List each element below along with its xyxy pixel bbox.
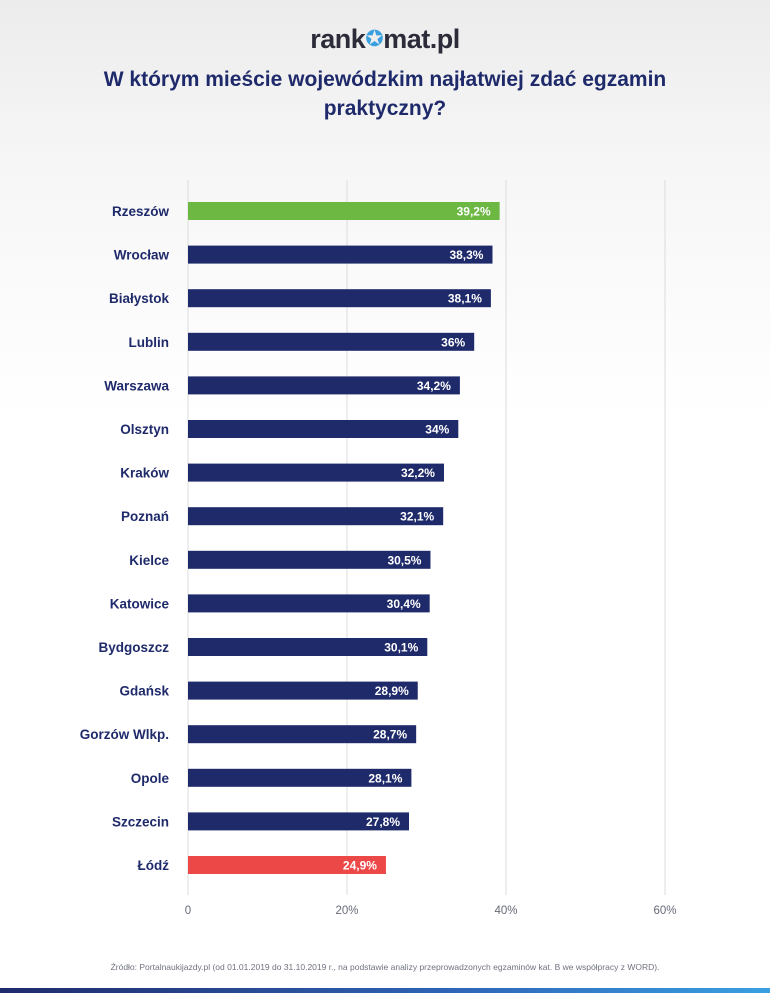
bar xyxy=(188,202,500,220)
bar-value-label: 38,1% xyxy=(448,292,482,306)
bar xyxy=(188,289,491,308)
bar xyxy=(188,463,444,482)
star-icon: ✪ xyxy=(365,26,384,51)
x-tick-label: 20% xyxy=(335,905,358,917)
bar-value-label: 34,2% xyxy=(417,379,451,393)
bar-value-label: 36% xyxy=(441,335,465,349)
bar-value-label: 30,5% xyxy=(387,553,421,567)
category-label: Gorzów Wlkp. xyxy=(80,727,169,742)
x-axis-ticks: 0 20% 40% 60% xyxy=(185,905,677,917)
bar-value-label: 38,3% xyxy=(449,248,483,262)
x-tick-label: 40% xyxy=(494,905,517,917)
bar xyxy=(188,681,418,700)
bar-value-label: 27,8% xyxy=(366,815,400,829)
bars xyxy=(188,202,500,874)
bottom-accent-bar xyxy=(0,988,770,993)
category-label: Białystok xyxy=(109,291,170,306)
category-label: Kielce xyxy=(129,553,169,568)
bar-value-label: 32,1% xyxy=(400,510,434,524)
x-tick-label: 0 xyxy=(185,905,191,917)
bar-value-label: 30,4% xyxy=(387,597,421,611)
bar xyxy=(188,245,493,264)
bar xyxy=(188,420,459,438)
category-label: Poznań xyxy=(121,509,169,524)
category-label: Szczecin xyxy=(112,814,169,829)
category-label: Warszawa xyxy=(104,378,169,393)
bar xyxy=(188,725,417,744)
category-label: Bydgoszcz xyxy=(98,640,169,655)
bar xyxy=(188,638,428,656)
logo-text-left: rank xyxy=(310,24,366,54)
bar-value-label: 39,2% xyxy=(457,205,491,219)
category-label: Rzeszów xyxy=(112,204,170,219)
bar-value-label: 30,1% xyxy=(384,641,418,655)
category-label: Wrocław xyxy=(114,248,170,263)
x-tick-label: 60% xyxy=(653,905,676,917)
bar-value-label: 28,9% xyxy=(375,684,409,698)
source-note: Źródło: Portalnaukijazdy.pl (od 01.01.20… xyxy=(110,962,660,972)
bar xyxy=(188,812,410,831)
bar xyxy=(188,376,460,395)
category-label: Olsztyn xyxy=(120,422,169,437)
category-label: Gdańsk xyxy=(119,684,169,699)
category-label: Kraków xyxy=(120,466,169,481)
labels: 39,2% Rzeszów 38,3% Wrocław 38,1% Białystok 36… xyxy=(80,204,491,873)
bar xyxy=(188,507,444,526)
chart-title: W którym mieście wojewódzkim najłatwiej … xyxy=(103,68,667,120)
bar-value-label: 28,7% xyxy=(373,728,407,742)
grid-lines xyxy=(187,180,666,895)
category-label: Łódź xyxy=(138,858,170,873)
bar xyxy=(188,550,431,569)
bar xyxy=(188,594,430,613)
category-label: Lublin xyxy=(129,335,170,350)
bar xyxy=(188,332,475,351)
bar-value-label: 24,9% xyxy=(343,859,377,873)
bar xyxy=(188,768,412,787)
bar-chart: 39,2% Rzeszów 38,3% Wrocław 38,1% Białystok 36… xyxy=(80,180,677,917)
logo-text-right: mat.pl xyxy=(383,24,460,54)
bar-value-label: 32,2% xyxy=(401,466,435,480)
category-label: Opole xyxy=(131,771,170,786)
bar-value-label: 28,1% xyxy=(368,771,402,785)
bar-value-label: 34% xyxy=(425,423,449,437)
category-label: Katowice xyxy=(110,596,170,611)
logo: rank✪mat.pl xyxy=(0,24,770,55)
bar xyxy=(188,856,386,874)
